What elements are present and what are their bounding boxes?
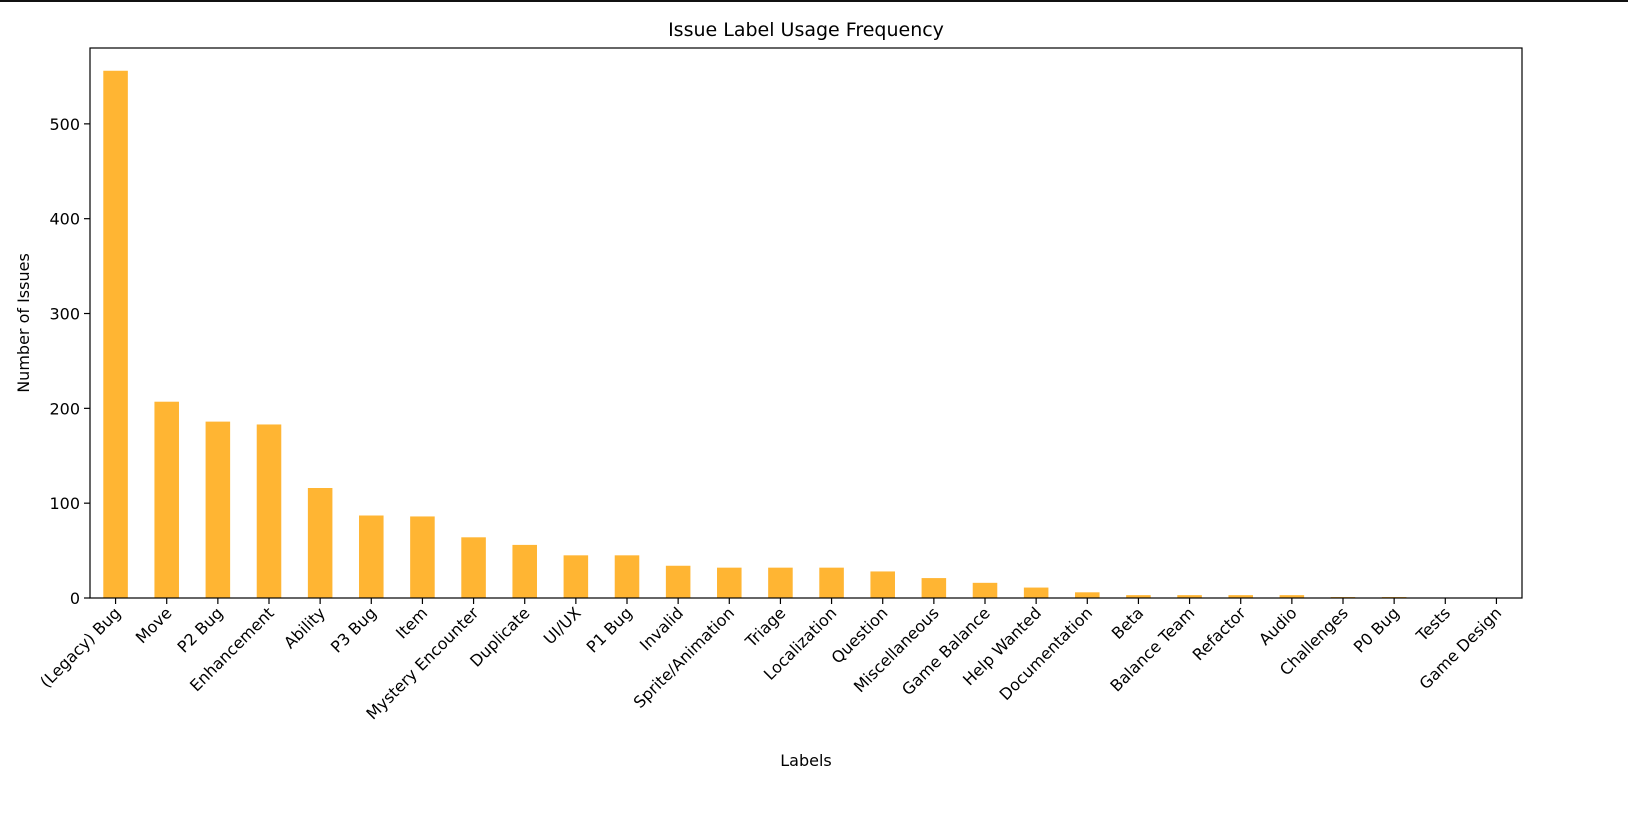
bar-beta xyxy=(1126,595,1151,598)
x-tick-label: Documentation xyxy=(995,603,1096,704)
bar-question xyxy=(870,571,895,598)
y-axis: 0 100 200 300 400 500 xyxy=(49,115,90,608)
bar-p1-bug xyxy=(614,555,640,598)
x-tick-label: Move xyxy=(132,603,176,647)
x-axis-label: Labels xyxy=(780,751,832,770)
y-tick-label: 500 xyxy=(49,115,80,134)
x-tick-label: Item xyxy=(392,603,431,642)
bar-localization xyxy=(819,567,844,598)
x-tick-label: P3 Bug xyxy=(327,603,380,656)
chart-title: Issue Label Usage Frequency xyxy=(668,19,944,41)
bar-help-wanted xyxy=(1023,587,1049,598)
y-tick-label: 300 xyxy=(49,305,80,324)
bar-game-balance xyxy=(972,582,998,598)
bar-p2-bug xyxy=(205,421,231,598)
plot-frame xyxy=(89,47,1523,599)
x-tick-label: Invalid xyxy=(636,603,687,654)
bar-legacy-bug xyxy=(103,70,128,599)
bars-layer xyxy=(103,70,1407,599)
bar-triage xyxy=(768,567,793,598)
bar-audio xyxy=(1279,595,1305,598)
bar-enhancement xyxy=(256,424,282,598)
x-tick-label: Tests xyxy=(1412,603,1454,645)
x-tick-label: (Legacy) Bug xyxy=(36,603,124,691)
x-tick-label: Beta xyxy=(1108,603,1148,643)
bar-duplicate xyxy=(512,544,537,598)
x-tick-label: Triage xyxy=(741,603,789,651)
bar-invalid xyxy=(665,565,691,598)
y-tick-label: 0 xyxy=(70,589,80,608)
x-tick-label: Ability xyxy=(280,603,329,652)
bar-balance-team xyxy=(1177,595,1202,598)
bar-ui-ux xyxy=(563,555,589,598)
bar-refactor xyxy=(1228,595,1253,598)
bar-item xyxy=(410,516,435,598)
bar-miscellaneous xyxy=(921,578,947,598)
bar-sprite-animation xyxy=(717,567,742,598)
bar-move xyxy=(154,401,179,598)
top-border xyxy=(0,0,1628,2)
x-tick-label: Refactor xyxy=(1189,603,1250,664)
x-tick-label: Audio xyxy=(1255,603,1301,649)
y-tick-label: 100 xyxy=(49,494,80,513)
y-axis-label: Number of Issues xyxy=(14,253,33,393)
x-tick-label: UI/UX xyxy=(540,603,585,648)
bar-p3-bug xyxy=(359,515,384,598)
y-tick-label: 400 xyxy=(49,210,80,229)
bar-documentation xyxy=(1075,592,1100,598)
bar-mystery-encounter xyxy=(461,537,486,598)
bar-ability xyxy=(307,488,333,598)
y-tick-label: 200 xyxy=(49,399,80,418)
x-tick-label: P0 Bug xyxy=(1350,603,1403,656)
x-tick-label: Game Balance xyxy=(898,603,994,699)
x-tick-label: P1 Bug xyxy=(583,603,636,656)
